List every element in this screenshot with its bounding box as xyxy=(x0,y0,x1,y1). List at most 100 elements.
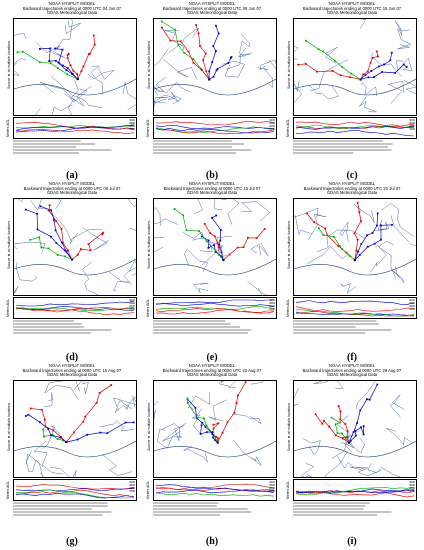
panel-model: NOAA HYSPLIT MODEL xyxy=(48,181,96,186)
alt-axis-label: Meters AGL xyxy=(6,299,10,317)
alt-tick-label: 1500 xyxy=(269,128,275,131)
alt-tick-label: 2000 xyxy=(269,305,275,308)
panel-data: GDAS Meteorological Data xyxy=(46,10,98,16)
alt-tick-label: 3000 xyxy=(129,299,135,302)
panel-caption: (b) xyxy=(205,170,219,181)
panel-footer xyxy=(13,139,135,155)
alt-axis-label: Meters AGL xyxy=(146,299,150,317)
trajectory-panel: NOAA HYSPLIT MODEL Backward trajectories … xyxy=(4,1,140,174)
panel-data: GDAS Meteorological Data xyxy=(46,190,98,196)
source-axis-label: Source ★ at multiple locations xyxy=(287,220,291,269)
alt-tick-label: 4000 xyxy=(409,119,415,122)
panel-model: NOAA HYSPLIT MODEL xyxy=(188,181,236,186)
panel-title: Backward trajectories ending at 0000 UTC… xyxy=(22,5,122,11)
alt-tick-label: 2500 xyxy=(409,302,415,305)
alt-tick-label: 3000 xyxy=(269,299,275,302)
alt-axis-label: Meters AGL xyxy=(286,299,290,317)
trajectory-map: ★ xyxy=(293,18,417,116)
trajectory-panel: NOAA HYSPLIT MODEL Backward trajectories … xyxy=(284,1,420,174)
svg-text:★: ★ xyxy=(65,440,69,445)
svg-text:★: ★ xyxy=(359,77,363,82)
trajectory-map: ★ xyxy=(153,380,277,478)
alt-tick-label: 2000 xyxy=(269,487,275,490)
alt-tick-label: 1000 xyxy=(409,490,415,493)
alt-tick-label: 2000 xyxy=(409,487,415,490)
panel-footer xyxy=(13,501,135,517)
panel-model: NOAA HYSPLIT MODEL xyxy=(48,363,96,368)
altitude-profile: 3000 2500 2000 1500 xyxy=(13,479,137,501)
altitude-profile: 3000 2500 2000 1500 xyxy=(153,297,277,319)
trajectory-map: ★ xyxy=(13,18,137,116)
alt-tick-label: 2500 xyxy=(129,302,135,305)
panel-caption: (a) xyxy=(66,170,78,181)
alt-axis-label: Meters AGL xyxy=(6,481,10,499)
alt-tick-label: 1500 xyxy=(269,308,275,311)
alt-tick-label: 2000 xyxy=(129,125,135,128)
panel-data: GDAS Meteorological Data xyxy=(186,372,238,378)
panel-data: GDAS Meteorological Data xyxy=(326,10,378,16)
panel-title: Backward trajectories ending at 0000 UTC… xyxy=(23,185,121,191)
alt-tick-label: 2500 xyxy=(269,122,275,125)
panel-footer xyxy=(293,139,415,155)
panel-caption: (d) xyxy=(65,352,79,363)
source-axis-label: Source ★ at multiple locations xyxy=(287,402,291,451)
panel-model: NOAA HYSPLIT MODEL xyxy=(48,1,96,6)
panel-footer xyxy=(293,501,415,517)
trajectory-panel: NOAA HYSPLIT MODEL Backward trajectories … xyxy=(144,1,280,174)
alt-tick-label: 2000 xyxy=(409,305,415,308)
alt-tick-label: 2000 xyxy=(129,305,135,308)
panel-model: NOAA HYSPLIT MODEL xyxy=(328,363,376,368)
panel-model: NOAA HYSPLIT MODEL xyxy=(188,1,236,6)
alt-tick-label: 3000 xyxy=(129,119,135,122)
panel-model: NOAA HYSPLIT MODEL xyxy=(328,1,376,6)
alt-tick-label: 2500 xyxy=(129,484,135,487)
source-axis-label: Source ★ at multiple locations xyxy=(147,402,151,451)
altitude-profile: 3000 2500 2000 1500 xyxy=(13,117,137,139)
source-axis-label: Source ★ at multiple locations xyxy=(287,40,291,89)
altitude-profile: 3000 2500 2000 1500 xyxy=(13,297,137,319)
panel-caption: (g) xyxy=(66,536,78,547)
alt-tick-label: 2000 xyxy=(129,487,135,490)
panel-title: Backward trajectories ending at 0000 UTC… xyxy=(302,367,402,373)
svg-text:★: ★ xyxy=(76,77,80,82)
source-axis-label: Source ★ at multiple locations xyxy=(147,220,151,269)
alt-tick-label: 1500 xyxy=(129,308,135,311)
svg-text:★: ★ xyxy=(222,257,226,262)
alt-axis-label: Meters AGL xyxy=(146,481,150,499)
panel-title: Backward trajectories ending at 0000 UTC… xyxy=(162,5,262,11)
alt-axis-label: Meters AGL xyxy=(286,481,290,499)
alt-axis-label: Meters AGL xyxy=(146,119,150,137)
altitude-profile: 4000 3000 2000 1000 xyxy=(293,479,417,501)
panel-title: Backward trajectories ending at 0000 UTC… xyxy=(22,367,122,373)
panel-footer xyxy=(153,501,275,517)
panel-data: GDAS Meteorological Data xyxy=(46,372,98,378)
alt-tick-label: 2500 xyxy=(269,302,275,305)
panel-title: Backward trajectories ending at 0000 UTC… xyxy=(162,367,262,373)
trajectory-map: ★ xyxy=(153,198,277,296)
alt-tick-label: 3000 xyxy=(129,481,135,484)
source-axis-label: Source ★ at multiple locations xyxy=(7,220,11,269)
panel-footer xyxy=(13,319,135,335)
alt-tick-label: 3000 xyxy=(269,119,275,122)
trajectory-panel: NOAA HYSPLIT MODEL Backward trajectories … xyxy=(144,181,280,354)
svg-text:★: ★ xyxy=(353,257,357,262)
panel-data: GDAS Meteorological Data xyxy=(186,190,238,196)
alt-tick-label: 2500 xyxy=(129,122,135,125)
trajectory-map: ★ xyxy=(153,18,277,116)
alt-tick-label: 1500 xyxy=(129,490,135,493)
panel-model: NOAA HYSPLIT MODEL xyxy=(328,181,376,186)
trajectory-panel: NOAA HYSPLIT MODEL Backward trajectories … xyxy=(4,181,140,354)
altitude-profile: 3000 2500 2000 1500 xyxy=(153,117,277,139)
trajectory-panel: NOAA HYSPLIT MODEL Backward trajectories … xyxy=(144,363,280,536)
trajectory-map: ★ xyxy=(293,380,417,478)
panel-data: GDAS Meteorological Data xyxy=(326,190,378,196)
panel-title: Backward trajectories ending at 0000 UTC… xyxy=(163,185,261,191)
panel-footer xyxy=(153,319,275,335)
alt-axis-label: Meters AGL xyxy=(286,119,290,137)
alt-tick-label: 1500 xyxy=(129,128,135,131)
alt-tick-label: 3000 xyxy=(409,484,415,487)
trajectory-panel: NOAA HYSPLIT MODEL Backward trajectories … xyxy=(4,363,140,536)
svg-text:★: ★ xyxy=(216,440,220,445)
altitude-profile: 4000 3000 2000 1000 xyxy=(293,117,417,139)
panel-model: NOAA HYSPLIT MODEL xyxy=(188,363,236,368)
